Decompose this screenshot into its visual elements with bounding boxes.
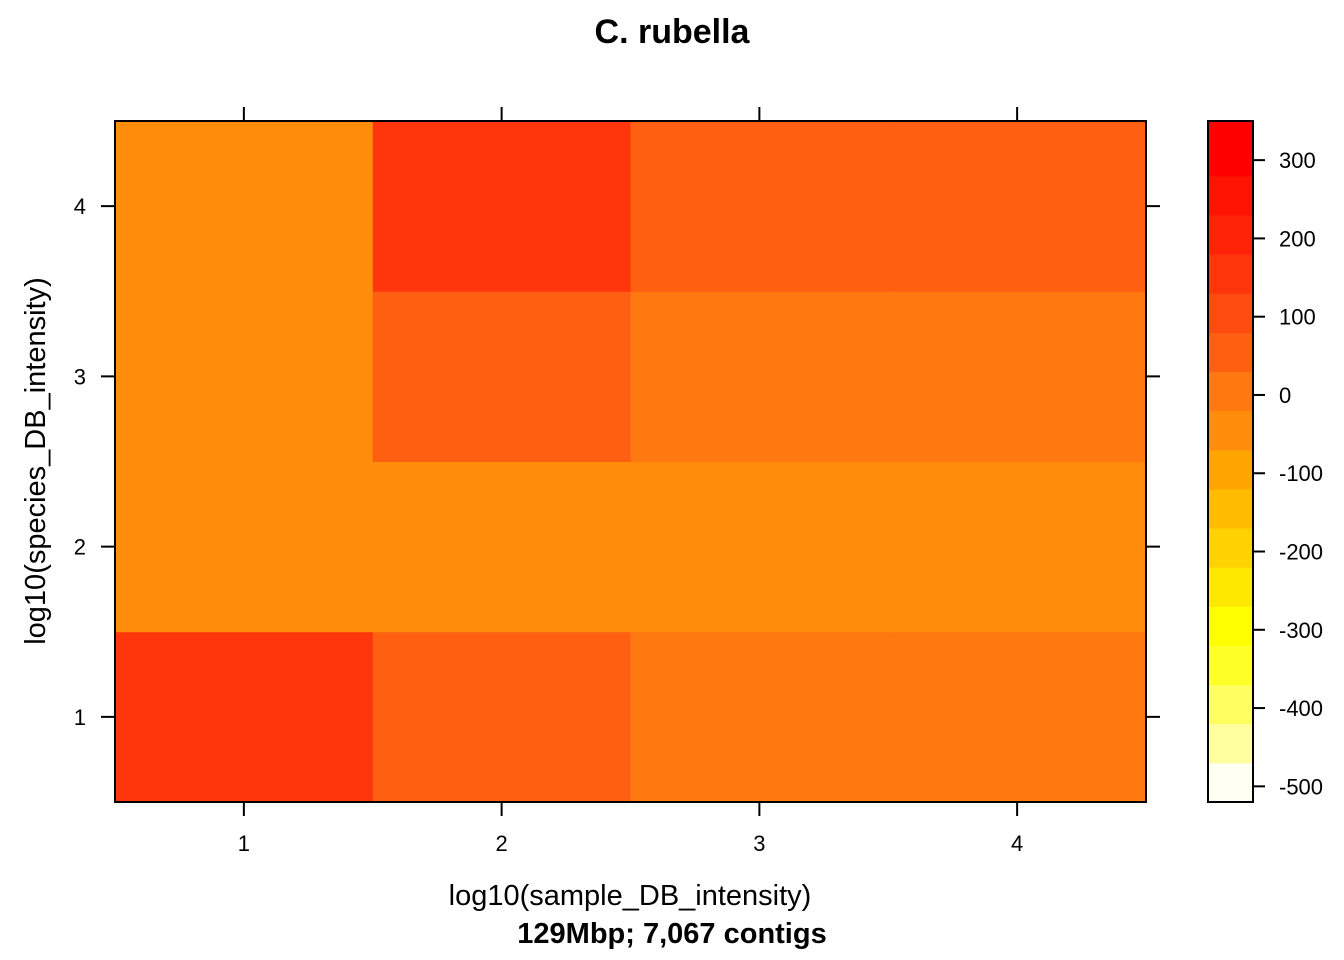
heatmap-cell xyxy=(630,631,889,803)
plot-frame xyxy=(114,120,1147,803)
x-tick-label: 1 xyxy=(238,831,250,856)
colorbar-level xyxy=(1208,762,1253,803)
colorbar-level xyxy=(1208,293,1253,333)
colorbar-tick-label: 200 xyxy=(1279,226,1316,251)
chart-subtitle: 129Mbp; 7,067 contigs xyxy=(517,918,826,950)
heatmap-cell xyxy=(115,461,374,633)
heatmap-cell xyxy=(372,291,631,462)
x-axis-label: log10(sample_DB_intensity) xyxy=(449,880,812,912)
heatmap-cell xyxy=(115,121,374,292)
x-tick-label: 3 xyxy=(753,831,765,856)
heatmap-cell xyxy=(372,631,631,803)
colorbar-level xyxy=(1208,410,1253,451)
colorbar-level xyxy=(1208,567,1253,607)
colorbar-level xyxy=(1208,723,1253,764)
colorbar-tick-label: -500 xyxy=(1279,774,1323,799)
axis-ticks: 1 2 3 4 1 2 3 4 xyxy=(74,107,1160,856)
heatmap-cell xyxy=(888,121,1147,292)
colorbar-level xyxy=(1208,449,1253,490)
colorbar-level xyxy=(1208,528,1253,568)
colorbar-frame xyxy=(1207,120,1254,803)
heatmap-cell xyxy=(888,291,1147,462)
colorbar-tick-label: -400 xyxy=(1279,696,1323,721)
colorbar-level xyxy=(1208,214,1253,255)
colorbar: 300 200 100 0 -100 -200 -300 -400 -500 xyxy=(1207,120,1323,803)
colorbar-level xyxy=(1208,121,1253,177)
y-tick-label: 4 xyxy=(74,194,86,219)
heatmap-cell xyxy=(115,291,374,462)
heatmap-cell xyxy=(630,291,889,462)
colorbar-tick-label: 0 xyxy=(1279,383,1291,408)
heatmap-cell xyxy=(115,631,374,803)
y-tick-label: 1 xyxy=(74,705,86,730)
colorbar-tick-label: -300 xyxy=(1279,618,1323,643)
colorbar-tick-label: -200 xyxy=(1279,540,1323,565)
x-tick-label: 4 xyxy=(1011,831,1023,856)
heatmap-cell xyxy=(372,461,631,633)
heatmap-cell xyxy=(888,461,1147,633)
heatmap-cells xyxy=(115,121,1147,803)
heatmap-cell xyxy=(888,631,1147,803)
colorbar-level xyxy=(1208,175,1253,216)
colorbar-level xyxy=(1208,684,1253,725)
colorbar-tick-label: -100 xyxy=(1279,461,1323,486)
x-tick-label: 2 xyxy=(496,831,508,856)
y-tick-label: 3 xyxy=(74,364,86,389)
colorbar-level xyxy=(1208,254,1253,294)
colorbar-level xyxy=(1208,645,1253,686)
heatmap-cell xyxy=(630,121,889,292)
y-tick-label: 2 xyxy=(74,535,86,560)
colorbar-tick-label: 100 xyxy=(1279,305,1316,330)
colorbar-level xyxy=(1208,332,1253,372)
chart-title: C. rubella xyxy=(595,13,751,51)
heatmap-cell xyxy=(372,121,631,292)
heatmap-cell xyxy=(630,461,889,633)
colorbar-level xyxy=(1208,488,1253,529)
y-axis-label: log10(species_DB_intensity) xyxy=(20,277,52,645)
colorbar-level xyxy=(1208,606,1253,646)
colorbar-tick-label: 300 xyxy=(1279,148,1316,173)
colorbar-level xyxy=(1208,371,1253,412)
